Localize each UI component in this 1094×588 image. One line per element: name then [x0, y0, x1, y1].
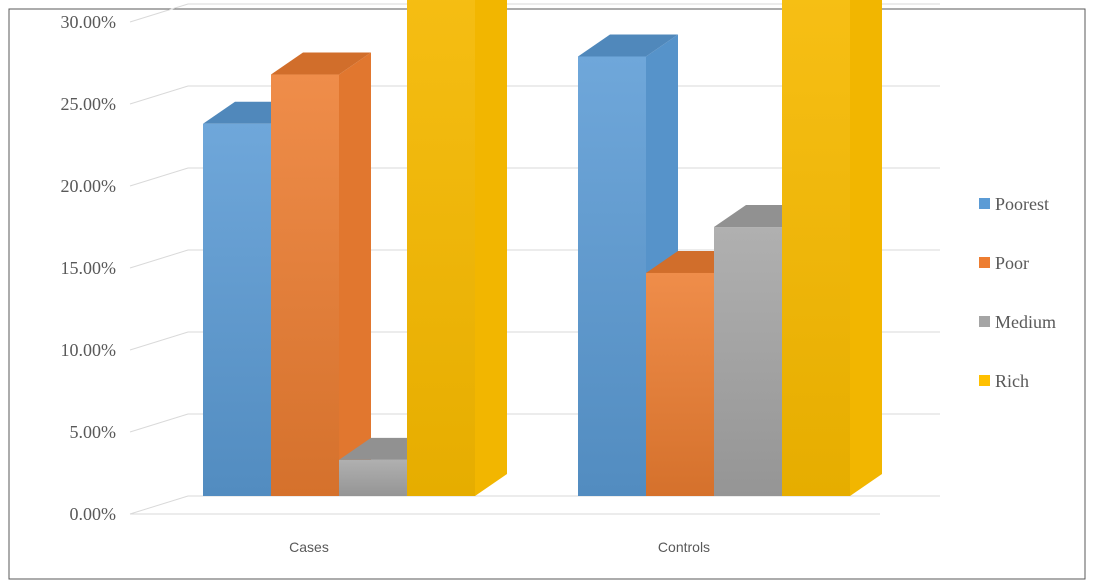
legend-swatch	[979, 198, 990, 209]
y-tick-label: 25.00%	[61, 94, 117, 114]
y-tick-label: 5.00%	[70, 422, 117, 442]
legend-item-poorest: Poorest	[979, 194, 1049, 214]
y-tick-label: 15.00%	[61, 258, 117, 278]
y-tick-label: 30.00%	[61, 12, 117, 32]
bar-cases-poor	[271, 52, 371, 497]
legend-item-medium: Medium	[979, 312, 1056, 332]
x-tick-label-cases: Cases	[289, 539, 329, 555]
legend-label: Medium	[995, 312, 1056, 332]
legend-swatch	[979, 375, 990, 386]
x-axis-ticks: Cases Controls	[289, 539, 710, 555]
legend-swatch	[979, 316, 990, 327]
legend-label: Poorest	[995, 194, 1049, 214]
gridline	[129, 167, 940, 187]
legend-label: Rich	[995, 371, 1029, 391]
legend-swatch	[979, 257, 990, 268]
bar-cases-rich	[407, 0, 507, 496]
y-tick-label: 0.00%	[70, 504, 117, 524]
chart-border	[8, 8, 1086, 580]
y-tick-label: 20.00%	[61, 176, 117, 196]
gridline	[129, 249, 940, 269]
gridlines	[129, 3, 940, 515]
gridline	[129, 85, 940, 105]
bars	[203, 0, 882, 497]
legend-item-poor: Poor	[979, 253, 1029, 273]
bar-controls-rich	[782, 0, 882, 496]
y-tick-label: 10.00%	[61, 340, 117, 360]
legend-item-rich: Rich	[979, 371, 1029, 391]
legend-label: Poor	[995, 253, 1029, 273]
x-tick-label-controls: Controls	[658, 539, 710, 555]
gridline	[129, 3, 940, 23]
y-axis-ticks: 0.00% 5.00% 10.00% 15.00% 20.00% 25.00% 30.00%…	[61, 12, 117, 524]
legend: Poorest Poor Medium Rich	[979, 194, 1056, 391]
